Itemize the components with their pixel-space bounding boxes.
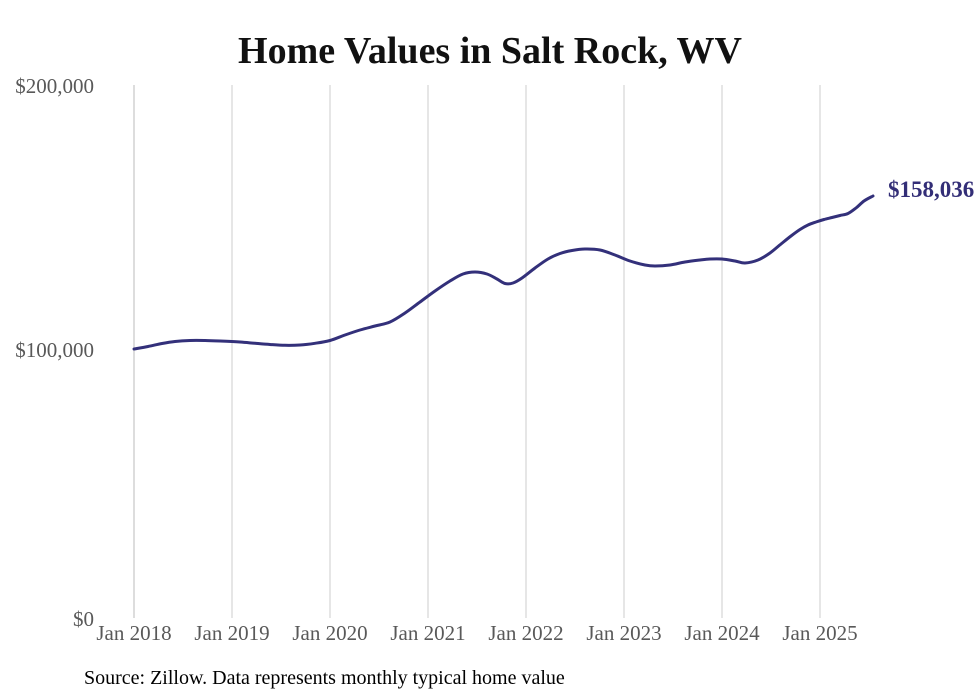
svg-text:$100,000: $100,000 <box>15 338 94 362</box>
svg-text:Jan 2025: Jan 2025 <box>782 621 857 645</box>
svg-text:Jan 2023: Jan 2023 <box>586 621 661 645</box>
svg-text:Jan 2022: Jan 2022 <box>488 621 563 645</box>
svg-text:$200,000: $200,000 <box>15 74 94 98</box>
svg-text:Jan 2021: Jan 2021 <box>390 621 465 645</box>
svg-text:Jan 2020: Jan 2020 <box>292 621 367 645</box>
svg-text:$0: $0 <box>73 607 94 631</box>
svg-text:Jan 2019: Jan 2019 <box>194 621 269 645</box>
svg-text:Jan 2018: Jan 2018 <box>96 621 171 645</box>
svg-text:Jan 2024: Jan 2024 <box>684 621 760 645</box>
